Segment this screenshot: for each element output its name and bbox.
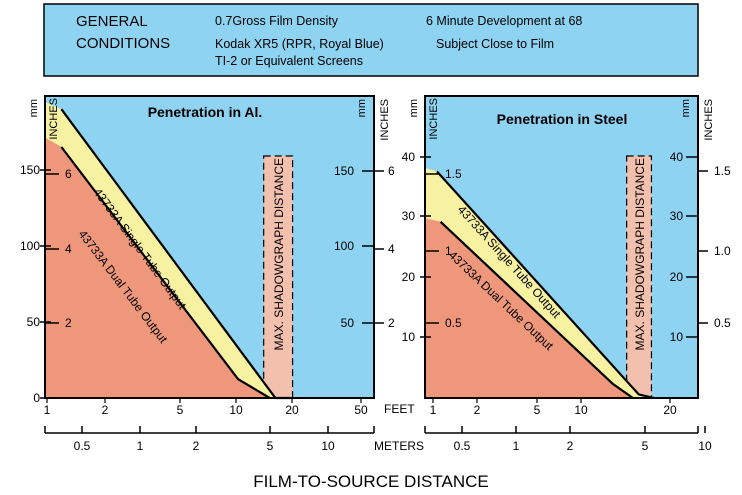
right-inches-axis-label: INCHES — [379, 99, 391, 141]
feet-tick-label: 1 — [44, 403, 51, 417]
left-inch-tick-label: 0.5 — [445, 316, 462, 330]
condition-screens: TI-2 or Equivalent Screens — [215, 54, 363, 68]
right-inch-tick-label: 1.0 — [714, 244, 731, 258]
shadowgraph-label: MAX. SHADOWGRAPH DISTANCE — [272, 158, 286, 350]
left-mm-tick-label: 30 — [402, 209, 416, 223]
x-axis-title: FILM-TO-SOURCE DISTANCE — [253, 472, 489, 491]
meters-tick-label: 10 — [321, 439, 335, 453]
single-tube-line — [436, 170, 655, 400]
right-mm-tick-label: 30 — [670, 209, 684, 223]
left-mm-tick-label: 100 — [20, 239, 40, 253]
conditions-label-line1: GENERAL — [76, 13, 148, 30]
conditions-label-line2: CONDITIONS — [76, 35, 170, 52]
meters-tick-label: 2 — [567, 439, 574, 453]
right-inches-axis-label: INCHES — [703, 99, 715, 141]
meters-unit-label: METERS — [374, 439, 424, 453]
meters-tick-label: 2 — [193, 439, 200, 453]
feet-tick-label: 10 — [574, 403, 588, 417]
condition-subject: Subject Close to Film — [436, 37, 554, 51]
left-inch-tick-label: 4 — [65, 242, 72, 256]
feet-unit-label: FEET — [384, 402, 415, 416]
left-mm-axis-label: mm — [408, 99, 420, 117]
left-inch-tick-label: 2 — [65, 316, 72, 330]
left-inches-axis-label: INCHES — [428, 98, 440, 140]
meters-tick-label: 0.5 — [74, 439, 91, 453]
meters-tick-label: 1 — [137, 439, 144, 453]
condition-development: 6 Minute Development at 68 — [426, 14, 582, 28]
feet-tick-label: 10 — [229, 403, 243, 417]
condition-film-type: Kodak XR5 (RPR, Royal Blue) — [215, 37, 384, 51]
shadowgraph-label: MAX. SHADOWGRAPH DISTANCE — [633, 158, 647, 350]
meters-tick-label: 0.5 — [454, 439, 471, 453]
feet-tick-label: 20 — [285, 403, 299, 417]
conditions-box — [43, 3, 699, 77]
feet-tick-label: 5 — [177, 403, 184, 417]
plot-frame — [424, 95, 699, 399]
feet-tick-label: 50 — [354, 403, 368, 417]
left-inch-tick-label: 1.5 — [445, 167, 462, 181]
right-inch-tick-label: 6 — [388, 164, 395, 178]
meters-tick-label: 1 — [513, 439, 520, 453]
condition-film-density: 0.7Gross Film Density — [215, 14, 339, 28]
right-mm-tick-label: 100 — [334, 239, 354, 253]
right-mm-tick-label: 50 — [341, 316, 355, 330]
right-mm-tick-label: 10 — [670, 330, 684, 344]
shadowgraph-band — [263, 155, 294, 399]
left-mm-axis-label: mm — [28, 99, 40, 117]
right-mm-axis-label: mm — [356, 99, 368, 117]
dual-tube-area — [425, 218, 633, 398]
feet-tick-label: 1 — [430, 403, 437, 417]
chart-title: Penetration in Al. — [148, 104, 263, 120]
feet-tick-label: 20 — [663, 403, 677, 417]
left-mm-tick-label: 20 — [402, 270, 416, 284]
plot-frame — [44, 95, 375, 399]
feet-tick-label: 2 — [102, 403, 109, 417]
meters-tick-label: 10 — [698, 439, 712, 453]
right-mm-axis-label: mm — [680, 99, 692, 117]
right-inch-tick-label: 0.5 — [714, 316, 731, 330]
left-inch-tick-label: 6 — [65, 167, 72, 181]
right-mm-tick-label: 40 — [670, 150, 684, 164]
dual-tube-line — [439, 220, 634, 399]
right-mm-tick-label: 150 — [334, 164, 354, 178]
right-inch-tick-label: 2 — [388, 316, 395, 330]
left-mm-tick-label: 40 — [402, 150, 416, 164]
feet-tick-label: 2 — [474, 403, 481, 417]
meters-tick-label: 5 — [267, 439, 274, 453]
left-mm-tick-label: 0 — [33, 391, 40, 405]
left-mm-tick-label: 150 — [20, 163, 40, 177]
left-mm-tick-label: 50 — [27, 315, 41, 329]
dual-tube-area — [45, 137, 270, 398]
dual-tube-line — [60, 146, 271, 399]
right-inch-tick-label: 1.5 — [714, 164, 731, 178]
left-mm-tick-label: 10 — [402, 330, 416, 344]
right-inch-tick-label: 4 — [388, 242, 395, 256]
right-mm-tick-label: 20 — [670, 270, 684, 284]
meters-tick-label: 5 — [642, 439, 649, 453]
feet-tick-label: 5 — [534, 403, 541, 417]
left-inch-tick-label: 1 — [445, 244, 452, 258]
left-inches-axis-label: INCHES — [48, 98, 60, 140]
chart-title: Penetration in Steel — [497, 111, 628, 127]
